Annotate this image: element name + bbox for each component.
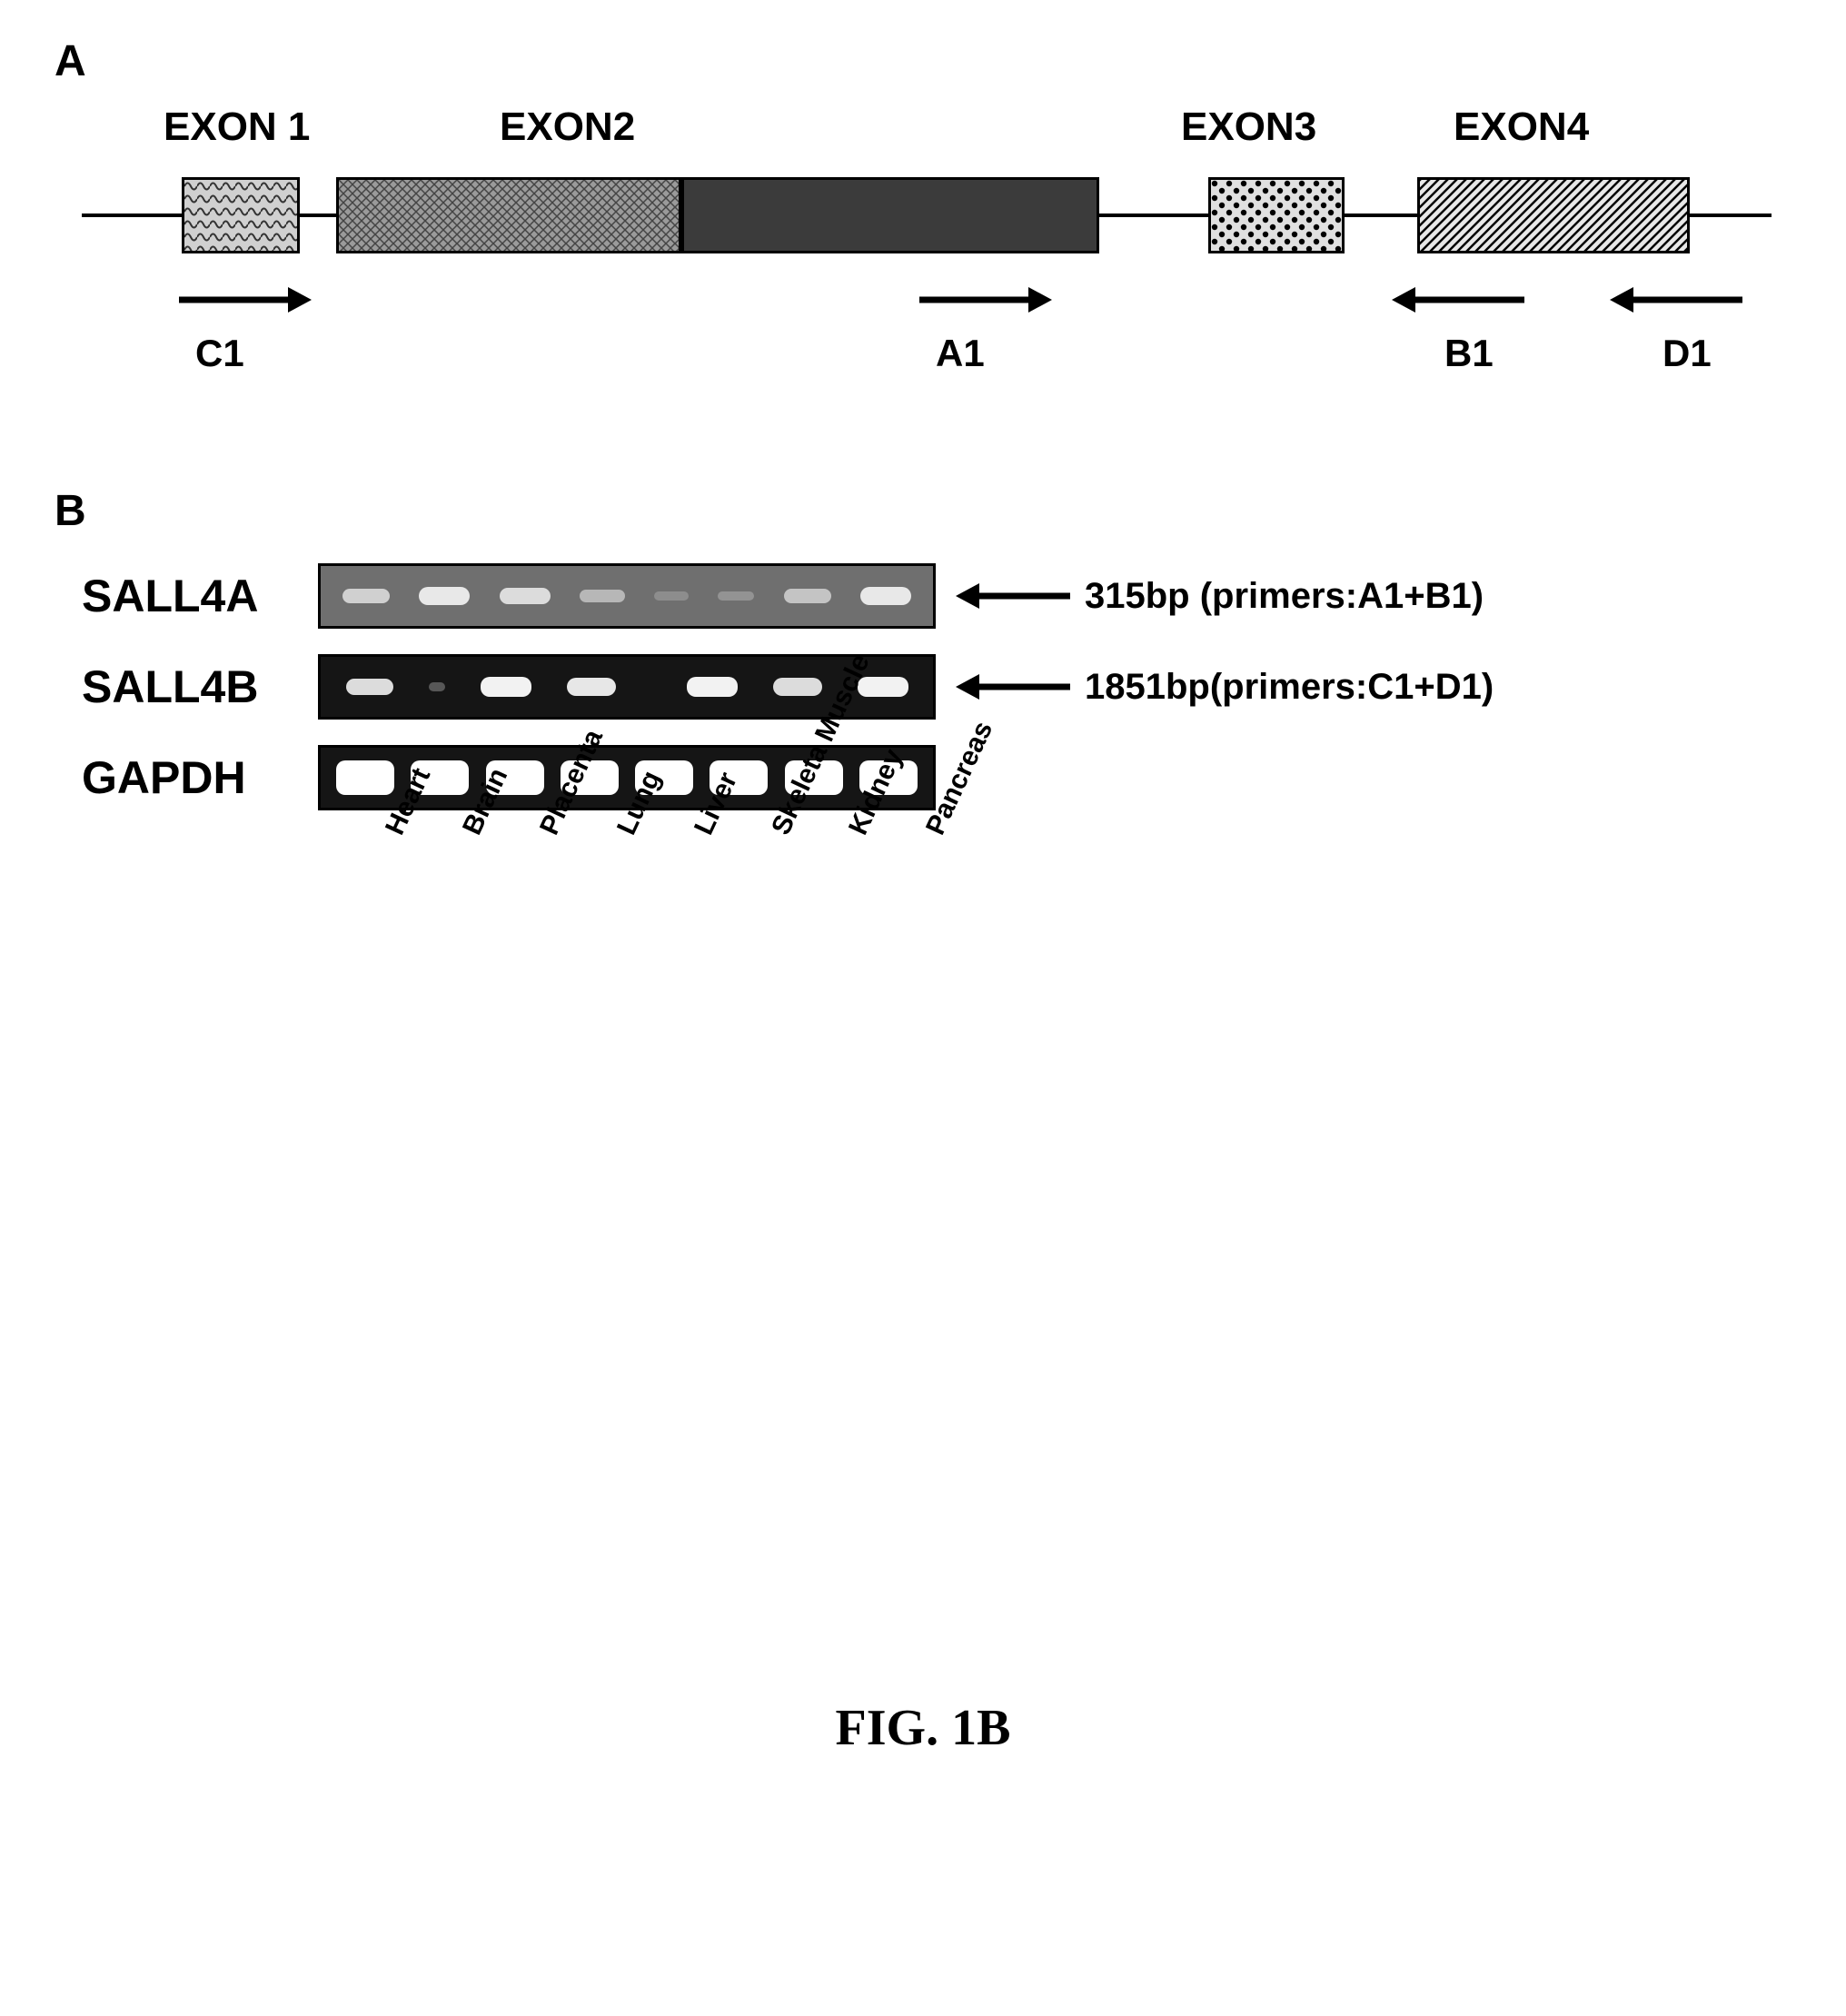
panel-a-label: A [55,36,1791,86]
gel-row-label-sall4b: SALL4B [82,660,318,713]
gel-annotation-text-sall4a: 315bp (primers:A1+B1) [1085,576,1484,617]
exon-box-exon3 [1208,177,1345,253]
panel-a: A EXON 1 EXON2 EXON3 EXON4 C1 A1 B1 D1 [55,36,1791,395]
gel-panel: SALL4A 315bp (primers:A1+B1) SALL4B 1851b… [82,554,1772,1190]
primer-label-A1: A1 [936,332,985,375]
gel-band [429,682,445,691]
gel-row-sall4b: SALL4B 1851bp(primers:C1+D1) [82,654,1494,720]
primer-arrow-C1 [177,282,313,318]
primer-label-C1: C1 [195,332,244,375]
panel-b-label: B [55,486,1791,536]
exon-label-exon2a: EXON2 [500,104,635,150]
gel-band [342,589,390,603]
exon-box-exon2b [681,177,1099,253]
gel-band [481,677,531,697]
gel-band [580,590,625,602]
arrow-left-icon [954,578,1072,614]
panel-b: B SALL4A 315bp (primers:A1+B1) SALL4B 185… [55,486,1791,1190]
gel-strip-sall4a [318,563,936,629]
lane-label: Heart [380,827,408,839]
exon-label-exon1: EXON 1 [164,104,310,150]
gene-diagram: EXON 1 EXON2 EXON3 EXON4 C1 A1 B1 D1 [82,104,1772,395]
lane-label: Liver [689,827,717,839]
gel-row-sall4a: SALL4A 315bp (primers:A1+B1) [82,563,1484,629]
gel-band [567,678,616,696]
lane-label: Skeleta Muscle [766,827,794,839]
gel-annotation-sall4a: 315bp (primers:A1+B1) [954,576,1484,617]
gel-band [336,760,394,795]
arrow-left-icon [954,669,1072,705]
exon-label-exon4: EXON4 [1454,104,1589,150]
gel-row-label-gapdh: GAPDH [82,751,318,804]
lane-label: Placenta [534,827,562,839]
gel-band [718,591,754,601]
gel-band [860,587,911,605]
primer-label-D1: D1 [1662,332,1712,375]
lane-label: Brain [457,827,485,839]
lane-label: Kidney [843,827,871,839]
gel-band [654,591,689,601]
figure-caption: FIG. 1B [55,1699,1791,1757]
exon-box-exon4 [1417,177,1690,253]
gel-band [346,679,393,695]
primer-arrow-D1 [1608,282,1744,318]
primer-label-B1: B1 [1444,332,1494,375]
primer-arrow-A1 [918,282,1054,318]
gel-band [773,678,822,696]
lane-label: Lung [611,827,640,839]
exon-box-exon1 [182,177,300,253]
gel-band [419,587,470,605]
exon-label-exon3: EXON3 [1181,104,1316,150]
gel-band [784,589,831,603]
gel-band [500,588,551,604]
gel-band [687,677,738,697]
primer-arrow-B1 [1390,282,1526,318]
lane-label: Pancreas [920,827,948,839]
gel-row-label-sall4a: SALL4A [82,570,318,622]
exon-box-exon2a [336,177,681,253]
gel-annotation-sall4b: 1851bp(primers:C1+D1) [954,667,1494,708]
gel-annotation-text-sall4b: 1851bp(primers:C1+D1) [1085,667,1494,708]
